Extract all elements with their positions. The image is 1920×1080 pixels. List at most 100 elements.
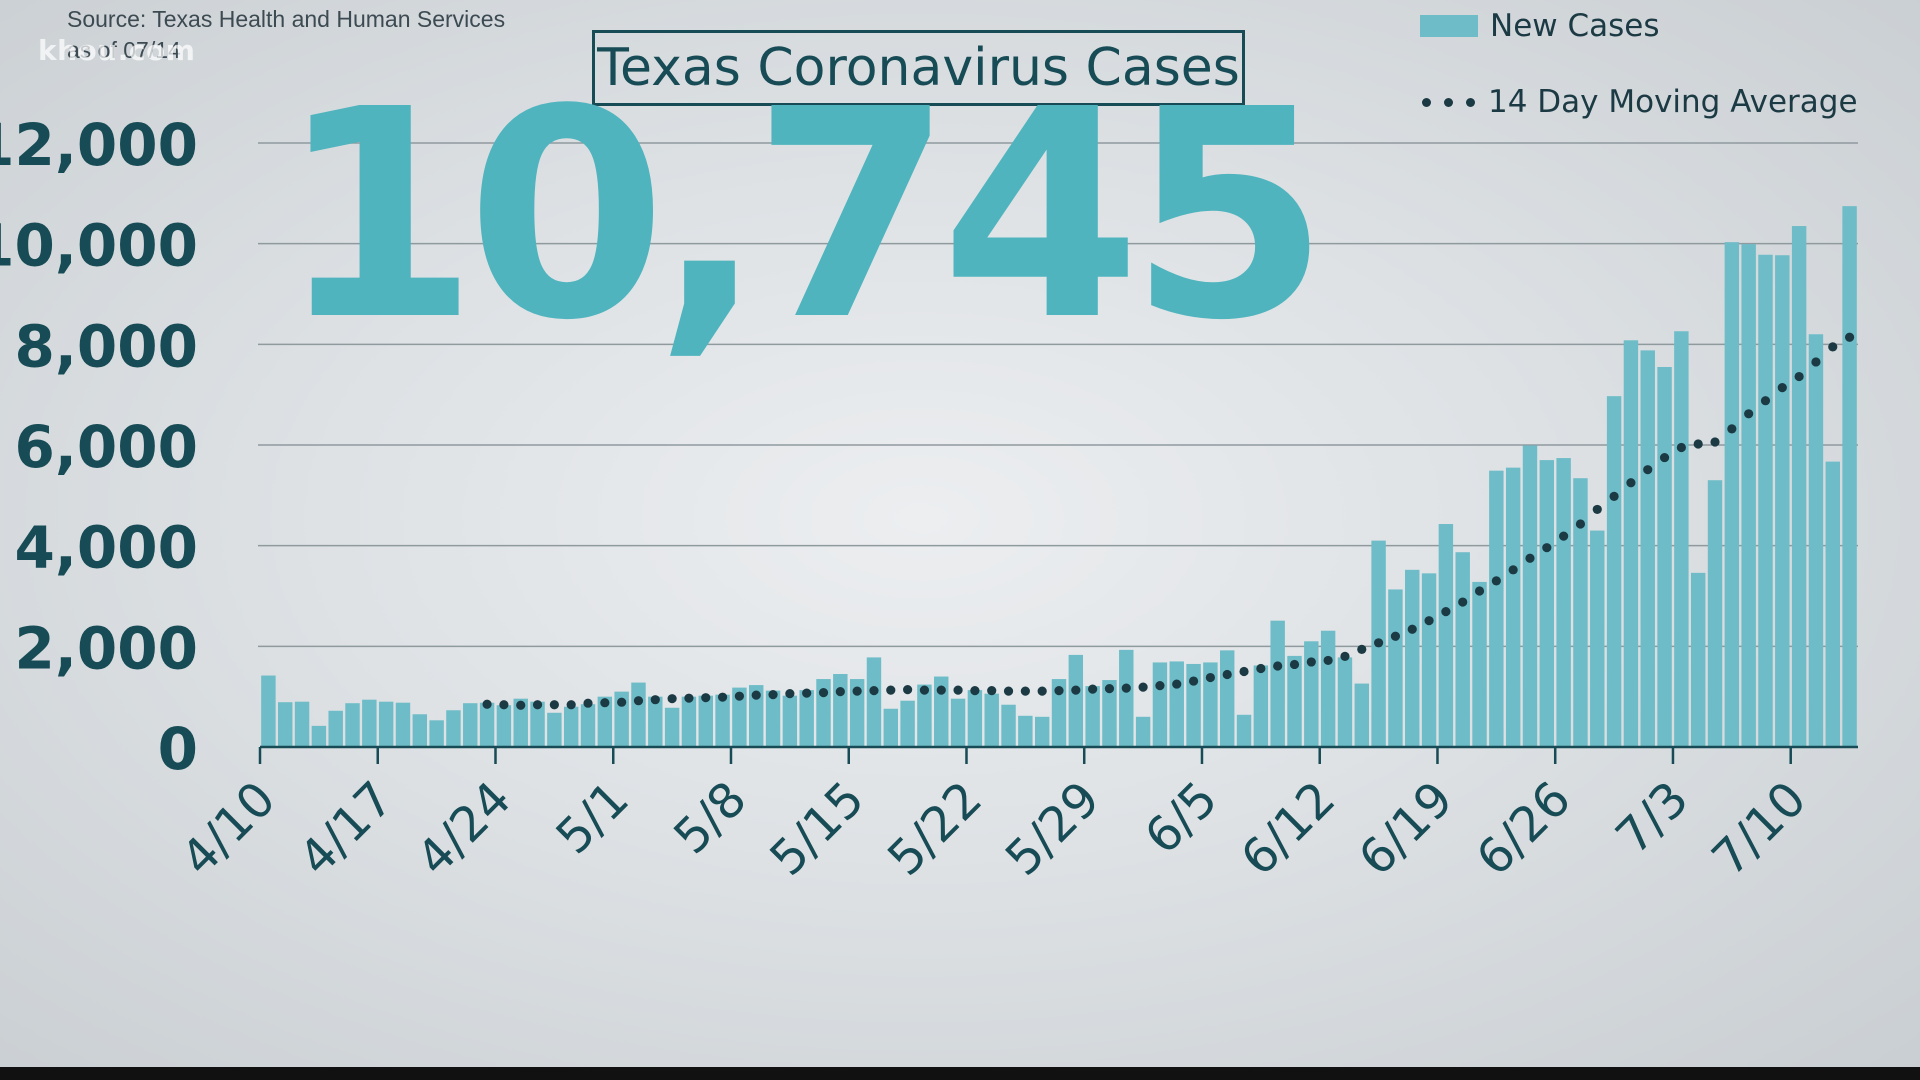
moving-average-point — [1256, 663, 1266, 674]
moving-average-point — [1542, 543, 1552, 553]
bar — [1018, 715, 1033, 747]
bar — [530, 701, 545, 747]
bar — [950, 698, 966, 747]
moving-average-point — [751, 690, 761, 700]
bar — [849, 679, 865, 747]
bar — [294, 701, 310, 747]
bar — [698, 695, 713, 747]
bar — [1455, 552, 1470, 747]
moving-average-point — [1054, 686, 1064, 696]
x-tick-label: 5/29 — [995, 771, 1111, 887]
bar — [1808, 334, 1824, 747]
y-tick-label: 10,000 — [0, 212, 198, 280]
moving-average-point — [1693, 439, 1703, 449]
bar — [1707, 480, 1723, 747]
moving-average-point — [1003, 686, 1014, 696]
moving-average-point — [903, 685, 913, 695]
legend-item-moving-average: 14 Day Moving Average — [1420, 84, 1858, 120]
moving-average-point — [482, 699, 492, 709]
bar-swatch-icon — [1420, 15, 1478, 37]
bar — [1320, 630, 1336, 747]
x-tick-label: 7/3 — [1605, 771, 1699, 865]
bar — [917, 684, 932, 747]
as-of-date: as of 07/14 — [67, 37, 181, 63]
moving-average-point — [1155, 680, 1165, 691]
bar — [429, 720, 444, 747]
bar — [1842, 206, 1857, 747]
moving-average-point — [633, 696, 644, 706]
moving-average-point — [549, 700, 559, 710]
bar — [765, 690, 781, 747]
moving-average-point — [1121, 683, 1131, 693]
legend: New Cases 14 Day Moving Average — [1420, 0, 1910, 130]
moving-average-point — [1374, 638, 1384, 648]
moving-average-point — [617, 697, 627, 707]
bar — [1657, 366, 1672, 747]
moving-average-point — [717, 692, 728, 702]
bar — [1573, 478, 1588, 747]
moving-average-point — [516, 700, 526, 710]
moving-average-point — [1104, 684, 1115, 694]
x-tick-label: 6/19 — [1348, 771, 1464, 887]
bar — [1152, 662, 1168, 747]
bar — [513, 698, 528, 747]
dotted-line-icon — [1420, 95, 1480, 109]
bar — [1405, 569, 1420, 747]
moving-average-point — [1088, 684, 1098, 694]
bar — [833, 674, 848, 747]
bar — [580, 704, 596, 747]
moving-average-point — [1828, 342, 1838, 352]
moving-average-point — [1458, 597, 1468, 607]
moving-average-point — [1491, 576, 1501, 586]
moving-average-point — [583, 698, 593, 708]
x-tick-label: 4/24 — [406, 771, 522, 887]
bar — [362, 699, 377, 747]
moving-average-point — [1626, 478, 1636, 488]
bar — [1287, 655, 1302, 747]
source-line: Source: Texas Health and Human Services — [67, 6, 506, 32]
bar — [1606, 396, 1622, 747]
moving-average-point — [1205, 672, 1215, 683]
bar — [1421, 573, 1437, 747]
moving-average-point — [852, 686, 862, 696]
bar — [883, 708, 898, 747]
bar — [1539, 460, 1555, 747]
moving-average-point — [600, 698, 610, 708]
moving-average-point — [802, 688, 812, 698]
legend-label: New Cases — [1490, 8, 1660, 44]
moving-average-point — [987, 686, 997, 696]
bar — [1304, 641, 1319, 747]
bar — [782, 695, 798, 747]
bar — [412, 714, 428, 747]
moving-average-point — [768, 690, 778, 700]
moving-average-point — [1811, 357, 1821, 367]
bar — [479, 702, 495, 747]
bar — [1236, 714, 1252, 747]
moving-average-point — [1777, 383, 1787, 393]
moving-average-point — [1794, 371, 1804, 382]
x-tick-label: 5/8 — [663, 771, 757, 865]
bar — [1674, 331, 1689, 747]
moving-average-point — [734, 691, 745, 701]
bar — [1590, 530, 1605, 747]
moving-average-point — [1474, 586, 1485, 596]
bar — [278, 702, 293, 747]
x-tick-label: 6/5 — [1134, 771, 1228, 865]
moving-average-point — [1710, 437, 1720, 447]
bar — [1102, 680, 1117, 747]
x-tick-label: 5/1 — [546, 771, 640, 865]
moving-average-point — [1844, 332, 1855, 342]
y-tick-label: 12,000 — [0, 111, 198, 179]
bar — [1640, 350, 1655, 747]
bar — [715, 694, 730, 747]
moving-average-point — [1323, 655, 1333, 666]
watermark: khou.com — [38, 34, 196, 67]
bar — [1556, 458, 1571, 747]
bar — [1186, 663, 1201, 747]
bottom-bar — [0, 1067, 1920, 1080]
moving-average-point — [1071, 685, 1081, 695]
bar — [1051, 679, 1067, 747]
bar — [1203, 662, 1218, 747]
moving-average-point — [1592, 504, 1602, 515]
moving-average-point — [1575, 519, 1586, 529]
